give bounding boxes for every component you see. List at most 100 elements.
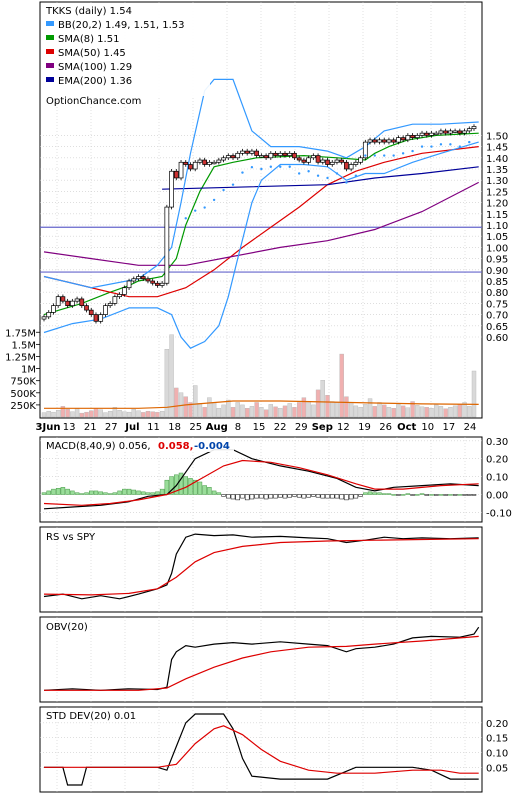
volume-bar bbox=[296, 402, 302, 418]
candle-body bbox=[325, 159, 330, 165]
macd-title: MACD(8,40,9) 0.056, bbox=[46, 441, 151, 452]
candle-body bbox=[273, 152, 278, 156]
price-panel: 1.501.451.401.351.301.251.201.151.101.05… bbox=[36, 1, 508, 433]
candle-body bbox=[282, 152, 288, 156]
volume-bar bbox=[60, 406, 66, 418]
candle-body bbox=[159, 282, 165, 286]
legend-swatch bbox=[46, 63, 54, 68]
macd-hist-value: -0.004 bbox=[194, 441, 230, 452]
legend-label: SMA(100) 1.29 bbox=[58, 62, 132, 73]
macd-histogram-bar bbox=[244, 494, 250, 501]
candle-body bbox=[462, 130, 467, 134]
candle-body bbox=[457, 130, 463, 134]
macd-histogram-bar bbox=[249, 494, 255, 500]
volume-bar bbox=[55, 410, 61, 418]
volume-bar bbox=[287, 403, 292, 418]
price-x-tick: Oct bbox=[397, 422, 416, 433]
legend-swatch bbox=[46, 49, 54, 54]
candle-body bbox=[466, 128, 472, 132]
candle-body bbox=[296, 157, 302, 161]
macd-histogram-bar bbox=[235, 494, 240, 501]
macd-histogram-bar bbox=[344, 494, 349, 501]
candle-body bbox=[235, 152, 241, 159]
sar-dot bbox=[392, 154, 395, 157]
candle-body bbox=[367, 139, 373, 143]
sar-dot bbox=[383, 154, 386, 157]
candle-body bbox=[98, 314, 104, 322]
macd-histogram-bar bbox=[339, 494, 344, 500]
volume-bar bbox=[207, 397, 212, 418]
price-y-tick: 0.65 bbox=[486, 322, 508, 333]
candle-body bbox=[211, 161, 217, 165]
volume-bar bbox=[353, 405, 359, 418]
candle-body bbox=[396, 137, 401, 143]
candle-body bbox=[230, 155, 236, 159]
volume-bar bbox=[306, 401, 311, 418]
volume-bar bbox=[211, 402, 217, 418]
std-title: STD DEV(20) 0.01 bbox=[46, 711, 136, 722]
series-sma-50- bbox=[43, 146, 479, 298]
macd-histogram-bar bbox=[159, 488, 165, 495]
macd-panel: 0.30 0.20 0.10 0.00 -0.10 MACD(8,40,9) 0.056,… bbox=[39, 436, 512, 523]
std-line bbox=[44, 713, 479, 786]
price-y-tick: 1.05 bbox=[486, 232, 508, 243]
volume-bar bbox=[400, 405, 406, 418]
price-x-tick: 25 bbox=[189, 422, 202, 433]
sar-dot bbox=[354, 174, 358, 177]
volume-bar bbox=[330, 401, 335, 418]
candle-body bbox=[173, 170, 179, 179]
macd-histogram-bar bbox=[433, 494, 439, 496]
candle-body bbox=[188, 164, 193, 170]
macd-histogram-bar bbox=[259, 494, 264, 499]
candle-body bbox=[244, 150, 250, 154]
std-y-tick: 0.05 bbox=[486, 763, 508, 774]
rs-panel: RS vs SPY bbox=[39, 526, 483, 613]
volume-bar bbox=[79, 412, 85, 418]
price-x-tick: 13 bbox=[63, 422, 76, 433]
macd-histogram-bar bbox=[467, 494, 472, 496]
candle-body bbox=[70, 300, 75, 306]
macd-histogram-bar bbox=[240, 494, 245, 499]
volume-bar bbox=[183, 396, 188, 418]
price-y-tick: 0.80 bbox=[486, 288, 508, 299]
volume-bar bbox=[358, 407, 363, 418]
candle-body bbox=[140, 276, 146, 280]
legend-swatch bbox=[46, 77, 54, 82]
volume-bar bbox=[311, 404, 316, 418]
volume-bar bbox=[443, 408, 448, 418]
macd-histogram-bar bbox=[415, 494, 420, 496]
sar-dot bbox=[269, 165, 273, 168]
volume-bar bbox=[278, 408, 283, 418]
macd-histogram-bar bbox=[117, 490, 122, 495]
price-y-tick: 1.00 bbox=[486, 243, 508, 254]
sar-dot bbox=[458, 145, 462, 148]
candle-body bbox=[419, 132, 425, 136]
macd-histogram-bar bbox=[197, 481, 203, 495]
sar-dot bbox=[231, 183, 235, 186]
candle-body bbox=[443, 130, 448, 134]
macd-histogram-bar bbox=[51, 488, 56, 495]
volume-bar bbox=[259, 407, 264, 418]
candle-body bbox=[315, 155, 321, 163]
volume-bar bbox=[457, 404, 463, 418]
sar-dot bbox=[212, 198, 216, 202]
volume-bar bbox=[103, 412, 108, 418]
candle-body bbox=[277, 152, 283, 156]
macd-histogram-bar bbox=[211, 490, 217, 495]
volume-bar bbox=[249, 406, 255, 418]
volume-bar bbox=[65, 409, 70, 418]
volume-bar bbox=[471, 370, 477, 418]
volume-bar bbox=[325, 395, 330, 418]
candle-body bbox=[192, 161, 198, 170]
macd-histogram-bar bbox=[107, 493, 113, 495]
macd-histogram-bar bbox=[311, 494, 316, 497]
macd-histogram-bar bbox=[46, 490, 51, 495]
legend-box bbox=[42, 4, 210, 96]
volume-bar bbox=[107, 410, 113, 418]
macd-histogram-bar bbox=[325, 494, 330, 499]
std-y-tick: 0.10 bbox=[486, 748, 508, 759]
sar-dot bbox=[279, 165, 282, 168]
volume-bar bbox=[169, 334, 174, 418]
sar-dot bbox=[203, 206, 206, 209]
volume-bar bbox=[51, 411, 56, 418]
